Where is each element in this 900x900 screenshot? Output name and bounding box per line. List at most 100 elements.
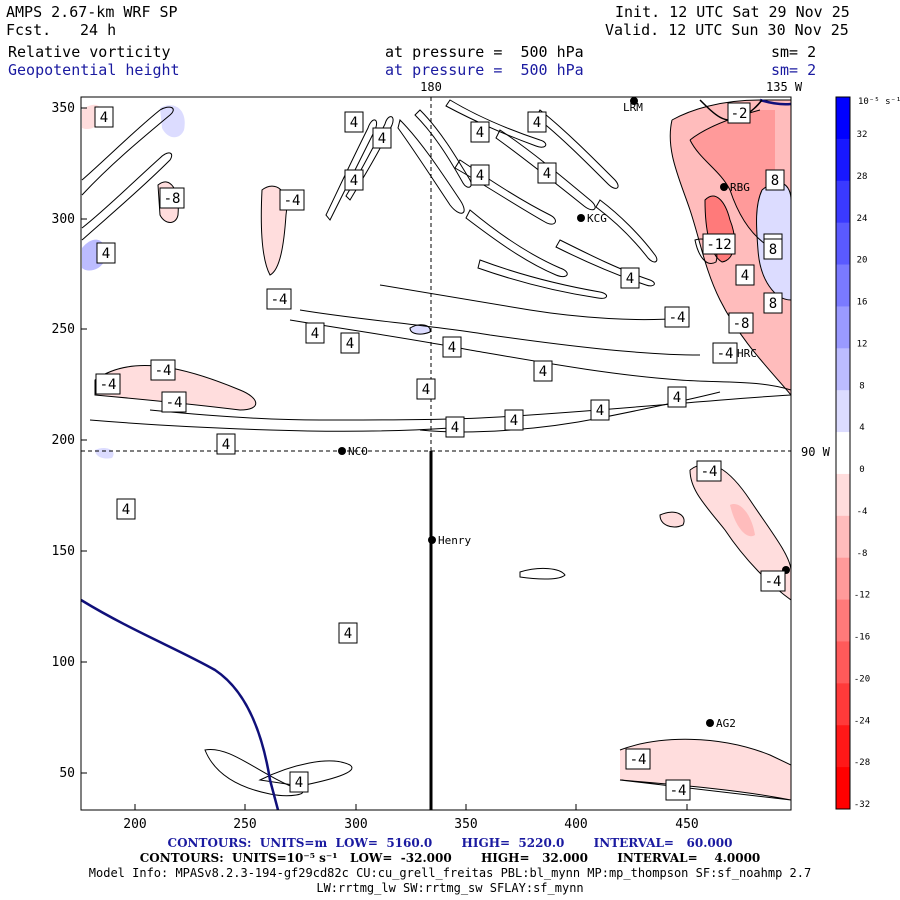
colorbar-swatch	[836, 180, 850, 224]
lon-180-label: 180	[420, 80, 442, 94]
station-kcg: KCG	[577, 212, 607, 225]
colorbar-label: -32	[854, 800, 870, 810]
svg-text:4: 4	[102, 246, 110, 262]
colorbar-swatch	[836, 641, 850, 684]
init-time: Init. 12 UTC Sat 29 Nov 25	[615, 3, 850, 21]
svg-text:-4: -4	[166, 395, 183, 411]
svg-text:4: 4	[100, 110, 108, 126]
svg-text:AG2: AG2	[716, 717, 736, 730]
y-tick-label: 350	[52, 101, 75, 116]
vorticity-contours	[81, 99, 791, 801]
model-title: AMPS 2.67-km WRF SP	[6, 3, 178, 21]
contour-label: -8	[728, 312, 754, 334]
colorbar-swatch	[836, 138, 850, 182]
contour-label: 4	[470, 121, 490, 143]
svg-text:-4: -4	[271, 292, 288, 308]
contour-label: 4	[340, 332, 360, 354]
svg-text:-12: -12	[706, 237, 731, 253]
colorbar-swatch	[836, 264, 850, 307]
colorbar-label: -8	[857, 549, 868, 559]
contour-label: -4	[664, 306, 690, 328]
contour-label: -4	[665, 779, 691, 801]
svg-text:4: 4	[350, 173, 358, 189]
svg-text:NCO: NCO	[348, 445, 368, 458]
station-henry: Henry	[428, 534, 471, 547]
svg-text:4: 4	[626, 271, 634, 287]
colorbar-label: 0	[859, 465, 864, 475]
field1-name: Relative vorticity	[8, 43, 171, 61]
svg-text:4: 4	[222, 437, 230, 453]
svg-text:-4: -4	[701, 464, 718, 480]
svg-text:8: 8	[771, 173, 779, 189]
contour-label: -4	[760, 570, 786, 592]
svg-text:KCG: KCG	[587, 212, 607, 225]
svg-text:Henry: Henry	[438, 534, 471, 547]
colorbar-swatch	[836, 390, 850, 433]
stations: NCO Henry KCG RBG HRC AG2 LRM	[338, 97, 790, 730]
station-nco: NCO	[338, 445, 368, 458]
x-tick-label: 350	[454, 817, 477, 830]
colorbar-label: 12	[857, 339, 868, 349]
svg-text:4: 4	[344, 626, 352, 642]
svg-text:RBG: RBG	[730, 181, 750, 194]
colorbar-label: 28	[857, 172, 868, 182]
colorbar-swatch	[836, 348, 850, 391]
forecast-map: 200 250 300 350 400 450 350 300 250 200 …	[52, 80, 900, 830]
svg-text:4: 4	[448, 340, 456, 356]
colorbar: 10⁻⁵ s⁻¹ 32 28 24 20 16 12 8 4 0 -4 -8 -12 -16 -20 -24…	[835, 96, 900, 810]
contour-label: 4	[372, 127, 392, 149]
colorbar-label: 4	[859, 423, 864, 433]
contour-label: -4	[150, 359, 176, 381]
svg-text:4: 4	[476, 168, 484, 184]
svg-text:-4: -4	[765, 574, 782, 590]
colorbar-label: -4	[857, 507, 868, 517]
contour-label: 4	[344, 111, 364, 133]
x-tick-label: 450	[675, 817, 698, 830]
colorbar-swatch	[836, 473, 850, 517]
colorbar-unit: 10⁻⁵ s⁻¹	[858, 97, 900, 107]
contour-label: 4	[289, 771, 309, 793]
contour-label: 4	[445, 416, 465, 438]
contour-label: 4	[735, 264, 755, 286]
svg-text:-8: -8	[164, 191, 181, 207]
contour-label: 4	[344, 169, 364, 191]
colorbar-label: -24	[854, 716, 870, 726]
y-tick-label: 100	[52, 655, 75, 670]
field1-smoothing: sm= 2	[771, 43, 817, 61]
svg-text:-4: -4	[670, 783, 687, 799]
axis-ticks	[81, 107, 688, 810]
y-tick-label: 250	[52, 322, 75, 337]
field2-pressure: at pressure = 500 hPa	[385, 61, 584, 79]
contour-label: -4	[625, 748, 651, 770]
field2-smoothing: sm= 2	[771, 61, 817, 79]
svg-text:4: 4	[350, 115, 358, 131]
station-lrm: LRM	[623, 97, 643, 114]
colorbar-swatch	[836, 767, 850, 810]
contour-label: 4	[338, 622, 358, 644]
colorbar-swatch	[836, 97, 850, 140]
plot-frame	[80, 96, 792, 811]
colorbar-swatch	[836, 557, 850, 601]
x-tick-label: 200	[123, 817, 146, 830]
colorbar-label: -12	[854, 591, 870, 601]
contour-label: -12	[702, 233, 736, 255]
contour-label: 4	[533, 360, 553, 382]
x-tick-label: 250	[233, 817, 256, 830]
contour-label: 4	[116, 498, 136, 520]
contour-labels: 4 4 4 4 4 4 4 4 4 4 4 4 4 4 4 4 4 4 4 4 …	[94, 102, 786, 801]
contour-label: 4	[590, 399, 610, 421]
svg-text:4: 4	[346, 336, 354, 352]
svg-text:4: 4	[596, 403, 604, 419]
svg-text:-2: -2	[731, 106, 748, 122]
contour-label: 4	[216, 433, 236, 455]
contour-label: 4	[96, 242, 116, 264]
colorbar-swatch	[836, 306, 850, 349]
svg-text:-4: -4	[155, 363, 172, 379]
x-tick-label: 400	[564, 817, 587, 830]
contour-label: 4	[537, 162, 557, 184]
contour-label: -2	[727, 102, 751, 124]
x-axis: 200 250 300 350 400 450	[123, 817, 698, 830]
colorbar-label: -16	[854, 633, 870, 643]
y-tick-label: 200	[52, 433, 75, 448]
forecast-label: Fcst.	[6, 21, 52, 39]
